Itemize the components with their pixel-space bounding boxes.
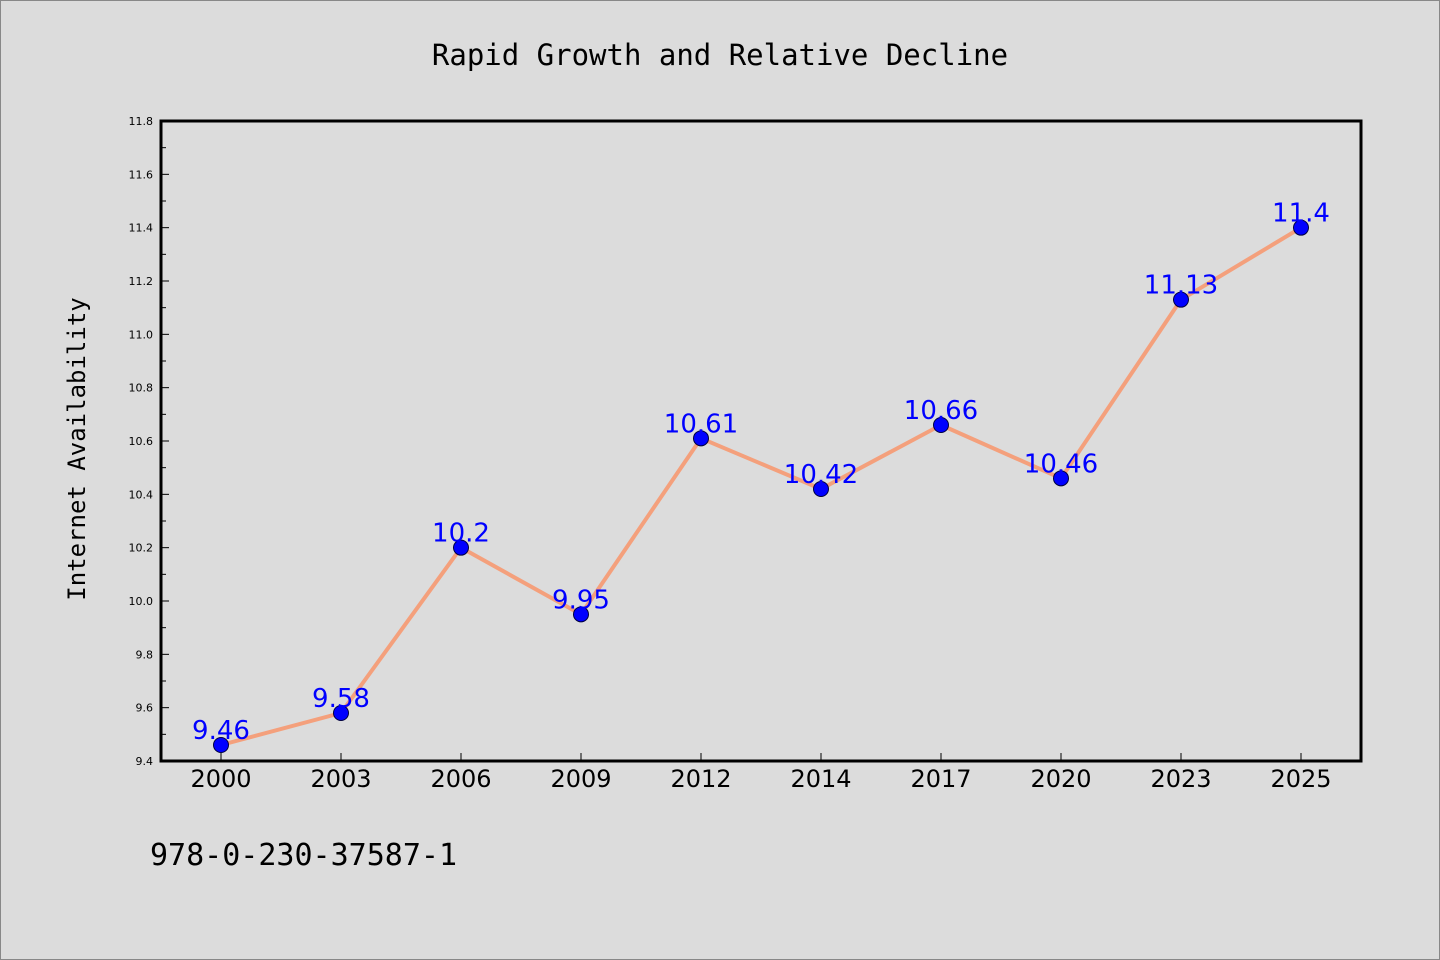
data-point-label: 10.2 bbox=[432, 519, 490, 549]
y-tick-label: 10.8 bbox=[129, 382, 154, 395]
y-tick-label: 9.8 bbox=[136, 648, 154, 661]
x-tick-label: 2017 bbox=[910, 765, 971, 793]
y-tick-label: 10.6 bbox=[129, 435, 154, 448]
data-point-marker bbox=[333, 705, 349, 721]
series-line bbox=[219, 225, 1303, 747]
data-point-marker bbox=[1293, 219, 1309, 236]
x-tick-label: 2009 bbox=[550, 765, 611, 793]
y-tick-label: 10.2 bbox=[129, 542, 154, 555]
data-label-layer: 9.46 9.58 10.2 9.95 10.61 10.42 10.66 10.46 11.1… bbox=[192, 199, 1330, 746]
x-tick-label: 2020 bbox=[1030, 765, 1091, 793]
y-tick-label: 11.4 bbox=[129, 222, 154, 235]
data-point-label: 10.66 bbox=[904, 396, 978, 426]
y-tick-label: 10.4 bbox=[129, 488, 154, 501]
data-point-label: 11.13 bbox=[1144, 271, 1218, 301]
y-axis: 9.4 9.6 9.8 10.0 10.2 10.4 10.6 10.8 11.0 11.2 11.… bbox=[129, 115, 169, 768]
data-point-marker bbox=[813, 481, 829, 497]
data-point-marker bbox=[933, 417, 949, 433]
plot-area-frame bbox=[159, 119, 1363, 763]
x-tick-label: 2012 bbox=[670, 765, 731, 793]
x-tick-label: 2014 bbox=[790, 765, 851, 793]
y-tick-label: 9.4 bbox=[136, 755, 154, 768]
x-tick-label: 2025 bbox=[1270, 765, 1331, 793]
x-tick-label: 2000 bbox=[190, 765, 251, 793]
y-tick-label: 11.2 bbox=[129, 275, 154, 288]
x-tick-label: 2003 bbox=[310, 765, 371, 793]
series-layer bbox=[213, 219, 1309, 753]
x-tick-label: 2006 bbox=[430, 765, 491, 793]
chart-title: Rapid Growth and Relative Decline bbox=[432, 38, 1008, 72]
y-tick-label: 11.8 bbox=[129, 115, 154, 128]
data-point-marker bbox=[453, 539, 469, 556]
data-point-marker bbox=[213, 737, 229, 753]
data-point-marker bbox=[1053, 470, 1069, 487]
data-point-label: 10.61 bbox=[664, 409, 738, 439]
data-point-marker bbox=[693, 430, 709, 447]
data-point-label: 9.95 bbox=[552, 585, 610, 615]
y-tick-label: 11.6 bbox=[129, 168, 154, 181]
data-point-label: 10.46 bbox=[1024, 449, 1098, 479]
x-axis: 2000 2003 2006 2009 2012 2014 2017 2020 2023 2025 bbox=[190, 753, 1332, 793]
data-point-label: 10.42 bbox=[784, 460, 858, 490]
y-tick-label: 11.0 bbox=[129, 328, 154, 341]
y-tick-label: 9.6 bbox=[136, 702, 154, 715]
data-point-label: 11.4 bbox=[1272, 199, 1330, 229]
data-point-marker bbox=[1173, 291, 1189, 308]
isbn-footnote: 978-0-230-37587-1 bbox=[150, 838, 457, 873]
data-point-label: 9.58 bbox=[312, 684, 370, 714]
data-point-label: 9.46 bbox=[192, 716, 250, 746]
y-tick-label: 10.0 bbox=[129, 595, 154, 608]
y-axis-label: Internet Availability bbox=[63, 297, 91, 600]
data-point-marker bbox=[573, 606, 589, 623]
x-tick-label: 2023 bbox=[1150, 765, 1211, 793]
